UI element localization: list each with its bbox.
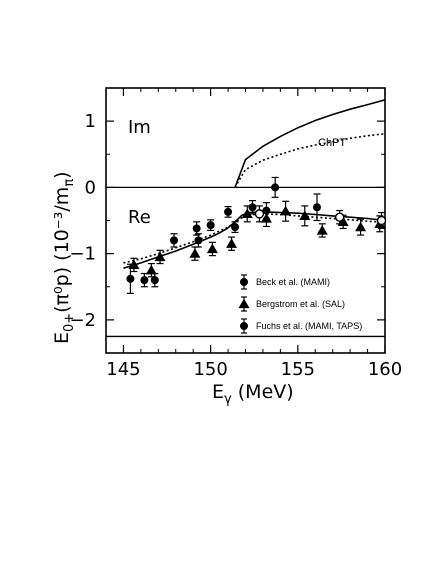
data-point-triangle [241,208,253,218]
x-tick-label: 145 [106,359,140,380]
data-point-triangle [145,264,157,275]
data-point-circle [206,221,215,230]
curve-label-chpt: ChPT [318,137,346,149]
y-axis-ticks: 1 0 −1 −2 [69,87,385,354]
data-point-circle [126,274,135,283]
y-axis-title-sub: 0+ [62,313,77,332]
y-axis-title: E0+(π⁰p) (10⁻³/mπ) [51,171,77,344]
data-point-circle [150,276,159,285]
svg-text:E0+(π⁰p) (10⁻³/mπ): E0+(π⁰p) (10⁻³/mπ) [51,171,77,344]
x-tick-label: 160 [368,359,402,380]
data-point-circle [231,223,240,232]
curve-solid-im [234,99,386,188]
panel-label-re: Re [128,207,151,228]
y-axis-title-main: E [51,332,73,344]
reference-lines [106,186,385,338]
data-point-circle [271,183,280,192]
data-point-circle-hollow [376,215,387,226]
x-axis-ticks: 145 150 155 160 [105,88,402,380]
data-point-triangle [206,243,218,254]
x-tick-label: 155 [281,359,315,380]
data-point-triangle [355,221,367,232]
x-axis-title: Eγ (MeV) [212,381,294,407]
data-point-triangle [189,248,201,258]
y-axis-title-sub2: π [62,179,77,187]
y-axis-title-rest: (π⁰p) (10⁻³/m [51,187,73,313]
data-point-circle [170,236,179,245]
y-tick-label: 1 [85,111,96,132]
legend: Beck et al. (MAMI) Bergstrom et al. (SAL)… [238,274,362,334]
legend-label: Fuchs et al. (MAMI, TAPS) [256,321,362,331]
legend-marker-triangle [238,298,250,309]
x-tick-label: 150 [193,359,227,380]
curve-solid-re [123,211,386,269]
data-point-circle [248,203,257,212]
x-axis-title-rest: (MeV) [232,381,294,403]
data-point-circle [224,207,233,216]
data-point-circle-hollow [334,212,345,222]
legend-label: Bergstrom et al. (SAL) [256,299,345,309]
legend-marker-circle [240,278,248,286]
data-point-triangle [299,210,311,220]
y-tick-label: −1 [69,244,96,265]
x-axis-title-sub: γ [224,392,232,407]
data-series [126,176,387,294]
curves [123,99,386,269]
panel-label-im: Im [128,117,151,138]
curve-dotted-im [234,132,386,188]
y-tick-label: 0 [85,177,96,198]
data-point-circle [192,224,201,233]
data-point-triangle [260,213,272,223]
data-point-circle [312,203,321,212]
data-point-circle-hollow [254,209,265,219]
data-point-triangle [226,238,238,248]
data-point-triangle [128,259,140,270]
legend-label: Beck et al. (MAMI) [256,277,330,287]
svg-text:Eγ (MeV): Eγ (MeV) [212,381,294,407]
y-tick-label: −2 [69,310,96,331]
x-axis-title-main: E [212,381,224,403]
data-point-triangle [154,251,166,262]
legend-marker-circle [240,322,248,330]
data-point-triangle [280,205,292,216]
data-point-triangle [316,224,328,235]
data-point-circle [194,236,203,245]
data-point-circle [140,276,149,285]
y-axis-title-close: ) [51,171,73,178]
